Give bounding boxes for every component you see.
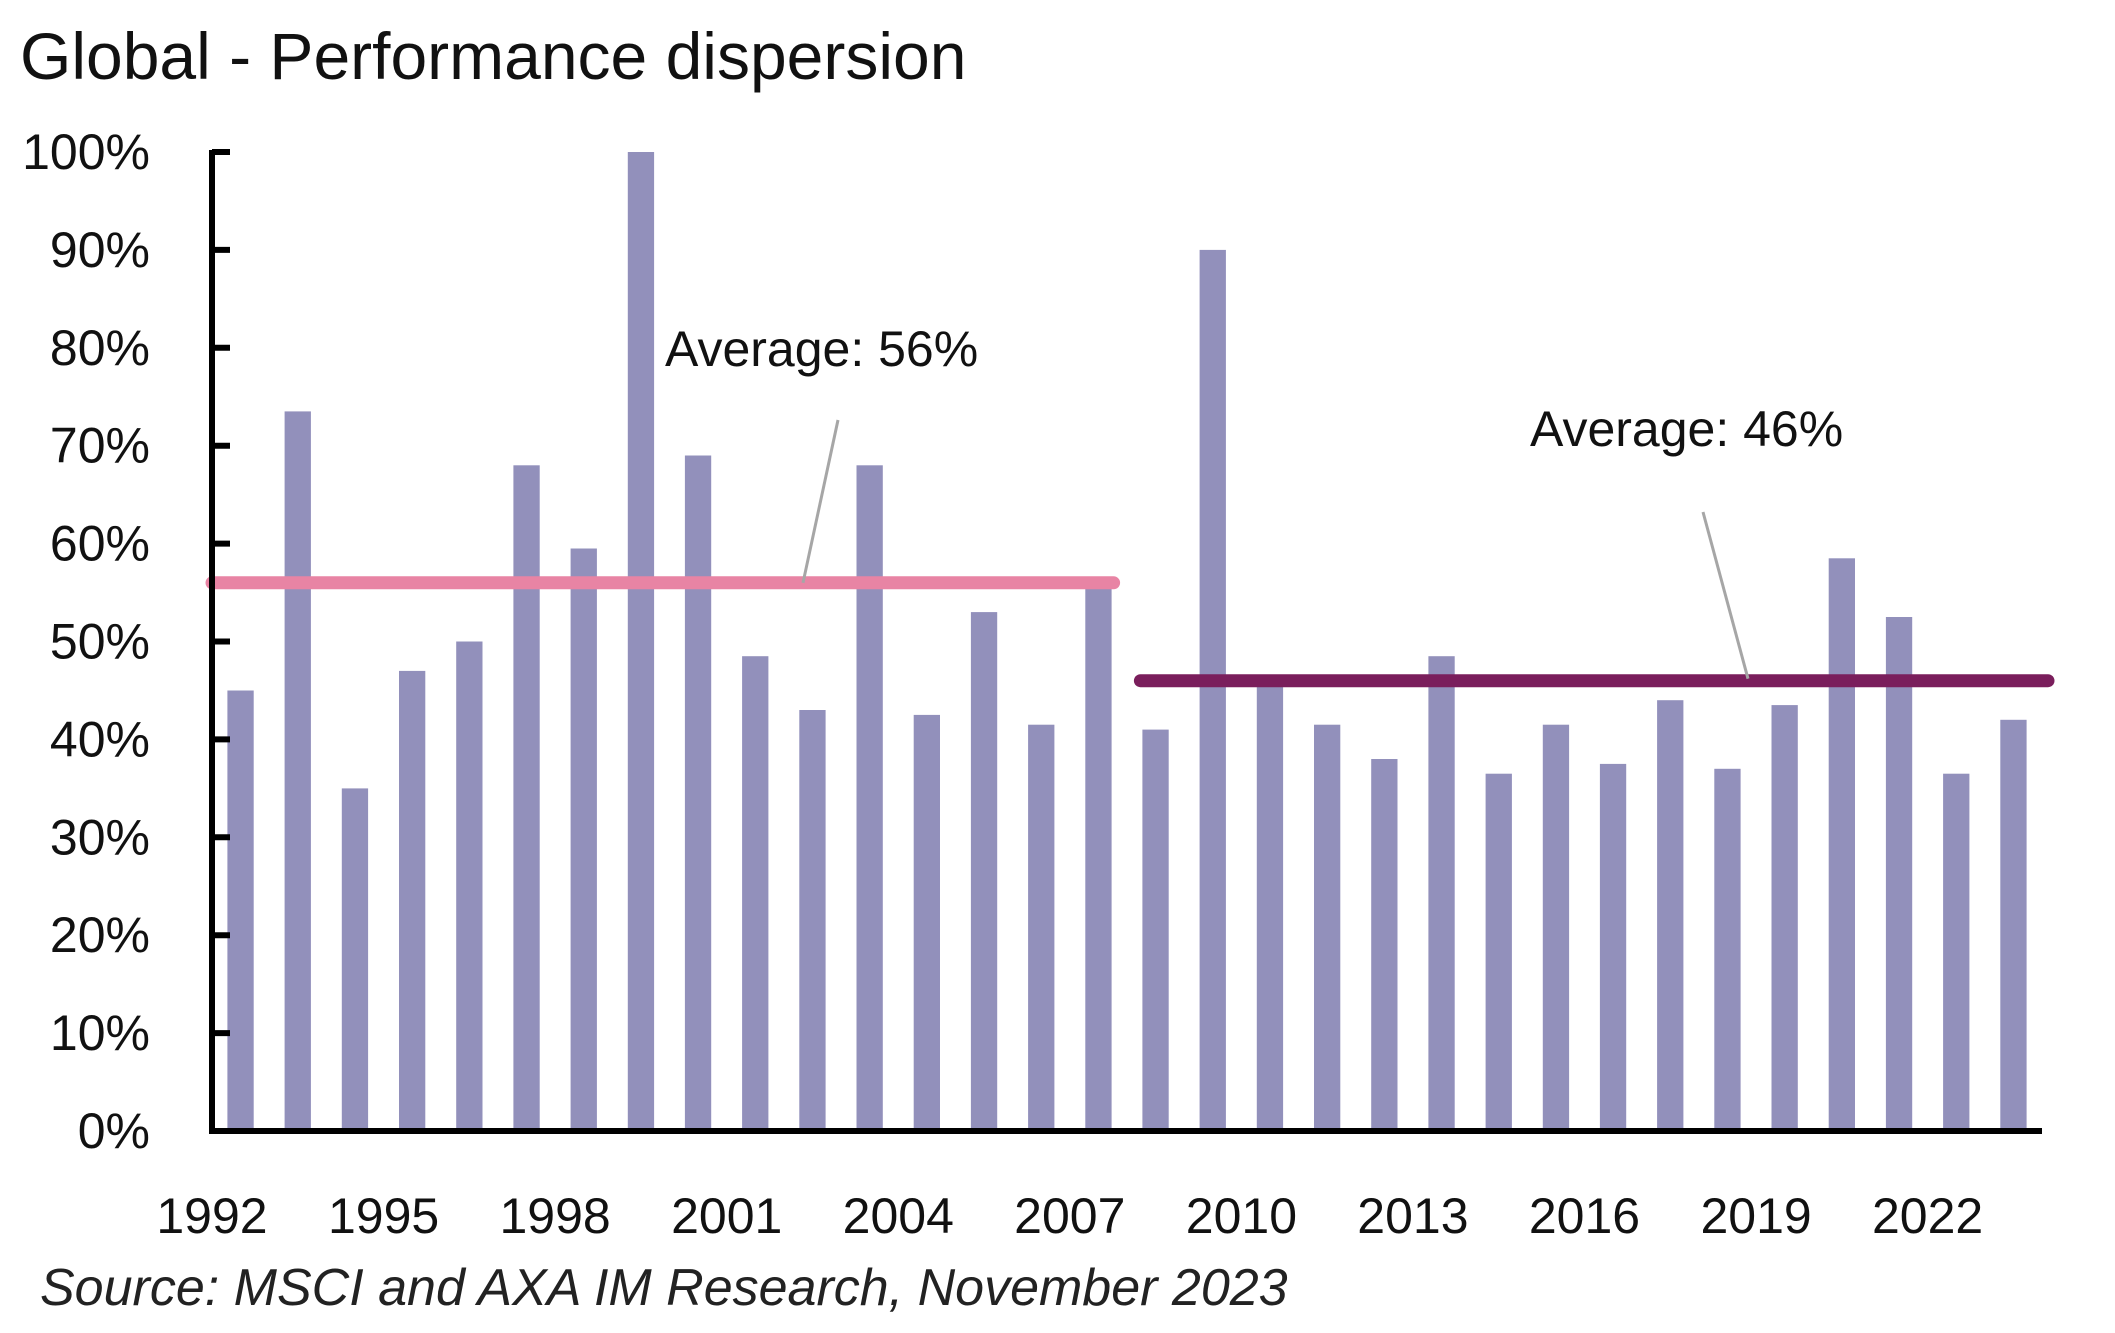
average-leader-line-2 bbox=[1701, 511, 1750, 680]
y-tick-label: 40% bbox=[50, 711, 150, 767]
bar-2008 bbox=[1142, 729, 1169, 1131]
x-tick-label: 2019 bbox=[1700, 1188, 1811, 1244]
bar-2011 bbox=[1314, 724, 1341, 1131]
average-leader-line-1 bbox=[801, 419, 840, 584]
y-tick-label: 30% bbox=[50, 809, 150, 865]
bar-1992 bbox=[227, 690, 254, 1131]
bar-1998 bbox=[570, 548, 597, 1131]
bar-1999 bbox=[627, 152, 655, 1131]
bar-2002 bbox=[799, 710, 826, 1131]
y-tick-label: 90% bbox=[50, 222, 150, 278]
y-tick-label: 70% bbox=[50, 418, 150, 474]
y-tick-label: 50% bbox=[50, 614, 150, 670]
bar-2013 bbox=[1428, 656, 1455, 1131]
x-tick-label: 2001 bbox=[671, 1188, 782, 1244]
x-tick-label: 2007 bbox=[1014, 1188, 1125, 1244]
y-tick-label: 80% bbox=[50, 320, 150, 376]
tick-labels-layer: 0% 10% 20% 30% 40% 50% 60% 70% 80% 90% 100% 1992 199… bbox=[22, 124, 1983, 1244]
bar-2014 bbox=[1485, 773, 1512, 1131]
x-tick-label: 2010 bbox=[1186, 1188, 1297, 1244]
average-lines-layer: Average: 56% Average: 46% bbox=[205, 321, 2055, 688]
bar-1994 bbox=[341, 788, 369, 1131]
bar-1995 bbox=[399, 670, 426, 1131]
bar-2004 bbox=[913, 714, 940, 1131]
y-tick-label: 60% bbox=[50, 516, 150, 572]
y-tick-label: 10% bbox=[50, 1005, 150, 1061]
x-tick-label: 1998 bbox=[499, 1188, 610, 1244]
bar-2009 bbox=[1199, 249, 1226, 1131]
x-tick-label: 1995 bbox=[328, 1188, 439, 1244]
bar-2020 bbox=[1828, 558, 1855, 1131]
bar-2016 bbox=[1599, 763, 1627, 1131]
bar-2021 bbox=[1885, 617, 1913, 1131]
bar-1993 bbox=[284, 411, 311, 1131]
y-tick-label: 100% bbox=[22, 124, 150, 180]
bars-layer bbox=[227, 152, 2027, 1131]
bar-2007 bbox=[1085, 582, 1112, 1131]
bar-2003 bbox=[856, 465, 883, 1131]
bar-2018 bbox=[1714, 768, 1741, 1131]
y-tick-label: 0% bbox=[78, 1103, 150, 1159]
source-note: Source: MSCI and AXA IM Research, Novemb… bbox=[40, 1259, 1288, 1317]
bar-2015 bbox=[1542, 724, 1570, 1131]
x-tick-label: 2022 bbox=[1872, 1188, 1983, 1244]
x-tick-label: 2016 bbox=[1529, 1188, 1640, 1244]
x-tick-label: 2004 bbox=[843, 1188, 954, 1244]
bar-2023 bbox=[2000, 719, 2027, 1131]
average-label-2: Average: 46% bbox=[1530, 401, 1843, 457]
bar-1997 bbox=[513, 465, 540, 1131]
bar-2017 bbox=[1657, 700, 1684, 1131]
bar-2000 bbox=[684, 455, 712, 1131]
x-tick-label: 1992 bbox=[156, 1188, 267, 1244]
bar-2010 bbox=[1256, 675, 1284, 1131]
bar-2019 bbox=[1771, 705, 1798, 1131]
y-tick-label: 20% bbox=[50, 907, 150, 963]
bar-2022 bbox=[1943, 773, 1970, 1131]
chart-title: Global - Performance dispersion bbox=[20, 19, 967, 93]
bar-1996 bbox=[456, 641, 483, 1131]
bar-2012 bbox=[1371, 759, 1398, 1131]
bar-2001 bbox=[742, 656, 769, 1131]
bar-2006 bbox=[1028, 724, 1055, 1131]
bar-2005 bbox=[970, 612, 998, 1131]
average-label-1: Average: 56% bbox=[665, 321, 978, 377]
x-tick-label: 2013 bbox=[1357, 1188, 1468, 1244]
axes-layer bbox=[209, 149, 2042, 1134]
